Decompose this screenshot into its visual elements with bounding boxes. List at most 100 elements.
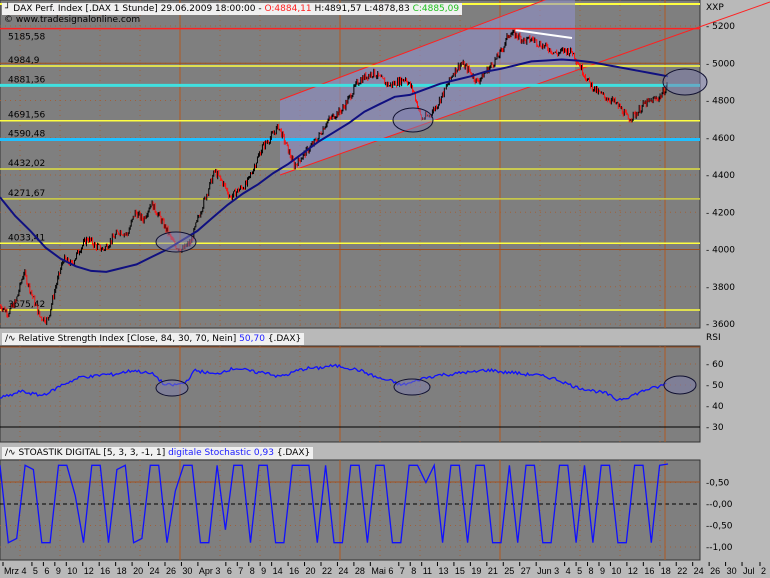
rsi-tick: - 30 bbox=[706, 423, 724, 433]
price-level-label: 5185,58 bbox=[8, 33, 45, 43]
open-value: O:4884,11 bbox=[264, 4, 312, 14]
date-tick: 7 bbox=[238, 566, 243, 576]
annotation-ellipse bbox=[393, 378, 431, 396]
date-tick: 10 bbox=[67, 566, 77, 576]
annotation-ellipse bbox=[392, 107, 434, 133]
date-tick: 25 bbox=[504, 566, 514, 576]
date-tick: 9 bbox=[56, 566, 61, 576]
price-level-label: 4271,67 bbox=[8, 189, 45, 199]
date-tick: Mai 6 bbox=[371, 566, 393, 576]
price-tick: - 4600 bbox=[706, 134, 735, 144]
date-tick: 9 bbox=[600, 566, 605, 576]
date-tick: 6 bbox=[227, 566, 232, 576]
price-level-label: 4432,02 bbox=[8, 159, 45, 169]
rsi-tick: - 40 bbox=[706, 402, 724, 412]
date-tick: 14 bbox=[273, 566, 283, 576]
price-level-label: 4984,9 bbox=[8, 56, 40, 66]
date-tick: 16 bbox=[100, 566, 110, 576]
date-tick: 26 bbox=[166, 566, 176, 576]
stoch-tick: --1,00 bbox=[706, 543, 733, 553]
stoch-tick: -0,50 bbox=[706, 479, 730, 489]
date-tick: 8 bbox=[250, 566, 255, 576]
price-tick: - 4400 bbox=[706, 171, 735, 181]
high-value: H:4891,57 bbox=[314, 4, 362, 14]
stochastic-line bbox=[0, 462, 669, 544]
price-tick: - 5000 bbox=[706, 59, 735, 69]
price-tick: - 3600 bbox=[706, 320, 735, 330]
date-tick: 9 bbox=[261, 566, 266, 576]
date-tick: 21 bbox=[488, 566, 498, 576]
price-tick: - 3800 bbox=[706, 283, 735, 293]
price-tick: - 4200 bbox=[706, 208, 735, 218]
low-value: L:4878,83 bbox=[364, 4, 410, 14]
copyright: © www.tradesignalonline.com bbox=[4, 15, 141, 25]
date-tick: 12 bbox=[84, 566, 94, 576]
date-tick: 28 bbox=[355, 566, 365, 576]
date-tick: 20 bbox=[133, 566, 143, 576]
date-tick: 24 bbox=[694, 566, 704, 576]
date-tick: 8 bbox=[411, 566, 416, 576]
annotation-ellipse bbox=[662, 68, 708, 96]
date-tick: 8 bbox=[589, 566, 594, 576]
date-tick: 4 bbox=[566, 566, 571, 576]
price-level-label: 4691,56 bbox=[8, 111, 45, 121]
date-tick: 30 bbox=[727, 566, 737, 576]
date-tick: 20 bbox=[306, 566, 316, 576]
date-tick: 30 bbox=[182, 566, 192, 576]
date-tick: 7 bbox=[400, 566, 405, 576]
annotation-ellipse bbox=[663, 375, 697, 395]
cursor-icon: ┘ bbox=[5, 4, 11, 14]
price-level-label: 4590,48 bbox=[8, 130, 45, 140]
price-axis-label: XXP bbox=[706, 3, 724, 13]
date-tick: 13 bbox=[438, 566, 448, 576]
date-tick: 2 bbox=[761, 566, 766, 576]
date-tick: 15 bbox=[455, 566, 465, 576]
indicator-icon: ∕∿ bbox=[5, 334, 16, 344]
price-header: ┘ DAX Perf. Index [.DAX 1 Stunde] 29.06.… bbox=[2, 3, 463, 15]
rsi-panel bbox=[0, 345, 701, 443]
date-tick: 27 bbox=[521, 566, 531, 576]
indicator-icon: ∕∿ bbox=[5, 448, 16, 458]
date-tick: Mrz 4 bbox=[4, 566, 27, 576]
channel-upper-line bbox=[279, 0, 547, 101]
date-tick: 16 bbox=[644, 566, 654, 576]
price-level-label: 4033,41 bbox=[8, 233, 45, 243]
date-tick: 12 bbox=[628, 566, 638, 576]
stoch-header[interactable]: ∕∿ STOASTIK DIGITAL [5, 3, 3, -1, 1] dig… bbox=[2, 447, 314, 459]
stoch-tick: --0,50 bbox=[706, 522, 733, 532]
date-tick: 5 bbox=[33, 566, 38, 576]
date-tick: 6 bbox=[44, 566, 49, 576]
close-value: C:4885,09 bbox=[412, 4, 460, 14]
rsi-tick: - 50 bbox=[706, 381, 724, 391]
annotation-ellipse bbox=[155, 231, 197, 253]
date-tick: 18 bbox=[661, 566, 671, 576]
rsi-line bbox=[0, 363, 667, 402]
price-tick: - 4000 bbox=[706, 246, 735, 256]
rsi-header[interactable]: ∕∿ Relative Strength Index [Close, 84, 3… bbox=[2, 333, 305, 345]
price-panel bbox=[0, 0, 701, 329]
date-tick: 24 bbox=[338, 566, 348, 576]
channel-lower-line bbox=[279, 1, 770, 176]
date-tick: Jun 3 bbox=[537, 566, 559, 576]
date-tick: 22 bbox=[322, 566, 332, 576]
price-level-label: 3675,42 bbox=[8, 300, 45, 310]
date-tick: 19 bbox=[471, 566, 481, 576]
price-tick: - 5200 bbox=[706, 22, 735, 32]
date-tick: 10 bbox=[611, 566, 621, 576]
date-tick: 26 bbox=[710, 566, 720, 576]
date-tick: 18 bbox=[117, 566, 127, 576]
price-level-label: 4881,36 bbox=[8, 75, 45, 85]
stoch-tick: --0,00 bbox=[706, 500, 733, 510]
date-tick: 22 bbox=[677, 566, 687, 576]
rsi-axis-label: RSI bbox=[706, 333, 721, 343]
moving-average-line bbox=[0, 58, 669, 273]
rsi-tick: - 60 bbox=[706, 360, 724, 370]
annotation-ellipse bbox=[155, 379, 189, 397]
date-tick: 11 bbox=[423, 566, 432, 576]
date-tick: Jul bbox=[743, 566, 755, 576]
price-tick: - 4800 bbox=[706, 97, 735, 107]
date-tick: 16 bbox=[289, 566, 299, 576]
date-tick: 5 bbox=[577, 566, 582, 576]
date-tick: Apr 3 bbox=[199, 566, 221, 576]
